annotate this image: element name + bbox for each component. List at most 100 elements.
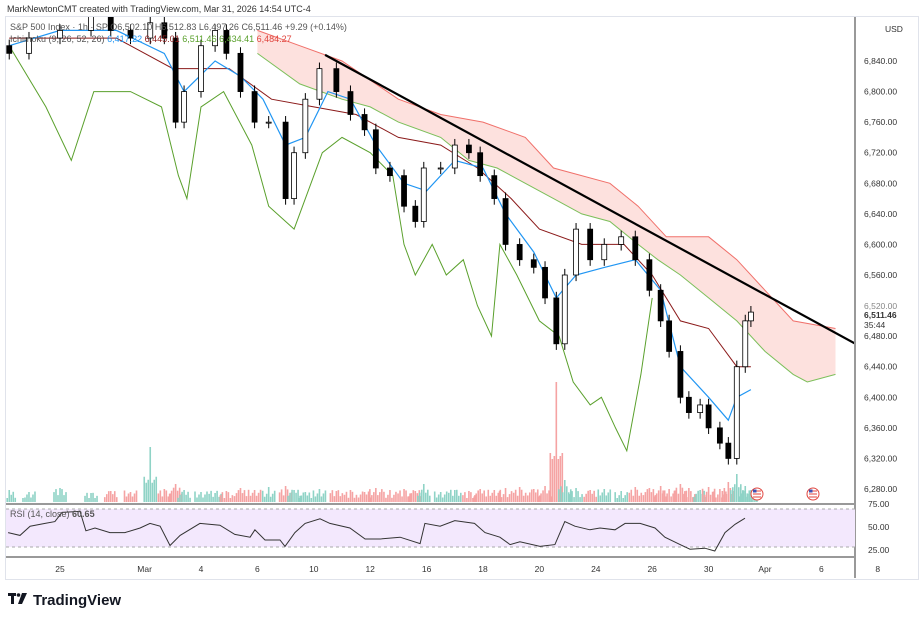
volume-bar	[544, 486, 546, 502]
volume-bar	[353, 497, 356, 502]
volume-bar	[583, 496, 585, 502]
volume-bar	[540, 493, 542, 502]
volume-bar	[267, 487, 270, 502]
time-tick: 6	[819, 564, 824, 574]
price-tick: 6,600.00	[864, 239, 897, 249]
volume-bar	[269, 496, 272, 502]
ichimoku-label[interactable]: Ichimoku (9, 26, 52, 26)	[10, 34, 105, 44]
candle	[733, 366, 740, 459]
volume-bar	[577, 491, 579, 502]
time-tick: 30	[704, 564, 714, 574]
volume-bar	[155, 476, 158, 502]
time-tick: 12	[365, 564, 375, 574]
volume-bar	[632, 495, 635, 502]
volume-bar	[361, 491, 364, 502]
volume-bar	[367, 491, 370, 502]
volume-bar	[412, 490, 415, 502]
volume-bar	[616, 498, 618, 502]
volume-bar	[567, 492, 570, 502]
volume-bar	[337, 490, 340, 502]
span-b-value: 6,484.27	[256, 34, 292, 44]
volume-bar	[618, 495, 620, 502]
candle	[477, 152, 484, 177]
us-flag-icon[interactable]	[806, 487, 820, 501]
symbol-label[interactable]: S&P 500 Index · 1h · SP	[10, 22, 108, 32]
volume-bar	[410, 493, 413, 502]
volume-bar	[151, 482, 154, 502]
rsi-legend: RSI (14, close) 60.65	[10, 509, 95, 519]
volume-bar	[133, 493, 136, 502]
volume-bar	[401, 496, 403, 502]
volume-bar	[179, 494, 181, 502]
volume-bar	[489, 495, 492, 502]
last-price-label: 6,511.46	[864, 310, 897, 320]
volume-bar	[581, 494, 583, 502]
volume-bar	[483, 490, 485, 502]
volume-bar	[497, 492, 500, 502]
volume-bar	[599, 495, 602, 502]
candle	[491, 175, 498, 199]
volume-bar	[677, 493, 680, 502]
volume-bar	[221, 492, 224, 502]
us-flag-icon[interactable]	[750, 487, 764, 501]
volume-bar	[516, 495, 519, 502]
time-tick: 16	[422, 564, 432, 574]
volume-bar	[491, 492, 494, 502]
volume-bar	[159, 490, 162, 502]
volume-bar	[424, 492, 427, 502]
volume-bar	[479, 489, 481, 502]
volume-bar	[675, 487, 678, 502]
volume-bar	[569, 494, 571, 502]
volume-bar	[688, 488, 690, 502]
countdown-label: 35:44	[864, 320, 886, 330]
volume-bar	[591, 493, 593, 502]
span-a-value: 6,434.41	[219, 34, 255, 44]
volume-bar	[546, 493, 548, 502]
candle	[420, 167, 427, 222]
volume-bar	[174, 484, 177, 502]
volume-bar	[719, 489, 721, 502]
candle	[291, 152, 297, 199]
price-tick: 6,800.00	[864, 87, 897, 97]
volume-bar	[549, 453, 552, 502]
volume-bar	[377, 495, 379, 502]
volume-bar	[663, 490, 666, 502]
volume-bar	[181, 491, 183, 502]
volume-bar	[684, 491, 686, 502]
chart-credit: MarkNewtonCMT created with TradingView.c…	[7, 4, 311, 14]
volume-bar	[414, 491, 417, 502]
volume-bar	[630, 489, 633, 502]
candle	[451, 144, 458, 169]
volume-bar	[176, 490, 179, 502]
volume-bar	[259, 489, 262, 502]
volume-bar	[638, 495, 641, 502]
trendline	[324, 53, 854, 345]
volume-bar	[204, 494, 206, 502]
volume-bar	[693, 496, 695, 502]
volume-bar	[443, 494, 446, 502]
rsi-label[interactable]: RSI (14, close)	[10, 509, 70, 519]
tradingview-logo[interactable]: TradingView	[8, 592, 121, 609]
volume-bar	[92, 492, 94, 502]
price-tick: 6,400.00	[864, 392, 897, 402]
volume-bar	[111, 494, 114, 502]
price-tick: 6,480.00	[864, 331, 897, 341]
volume-bar	[280, 489, 283, 502]
volume-bar	[349, 490, 352, 502]
volume-bar	[662, 490, 664, 502]
volume-bar	[177, 497, 179, 502]
volume-bar	[548, 490, 550, 502]
volume-bar	[239, 488, 242, 502]
time-tick: 8	[875, 564, 880, 574]
volume-bar	[249, 495, 252, 502]
volume-bar	[418, 492, 421, 502]
volume-bar	[514, 489, 517, 502]
volume-bar	[88, 498, 90, 502]
volume-bar	[247, 489, 250, 502]
open-value: O6,502.10	[110, 22, 153, 32]
kijun-value: 6,445.01	[144, 34, 180, 44]
volume-bar	[727, 482, 730, 502]
volume-bar	[460, 492, 462, 502]
volume-bar	[536, 489, 539, 502]
